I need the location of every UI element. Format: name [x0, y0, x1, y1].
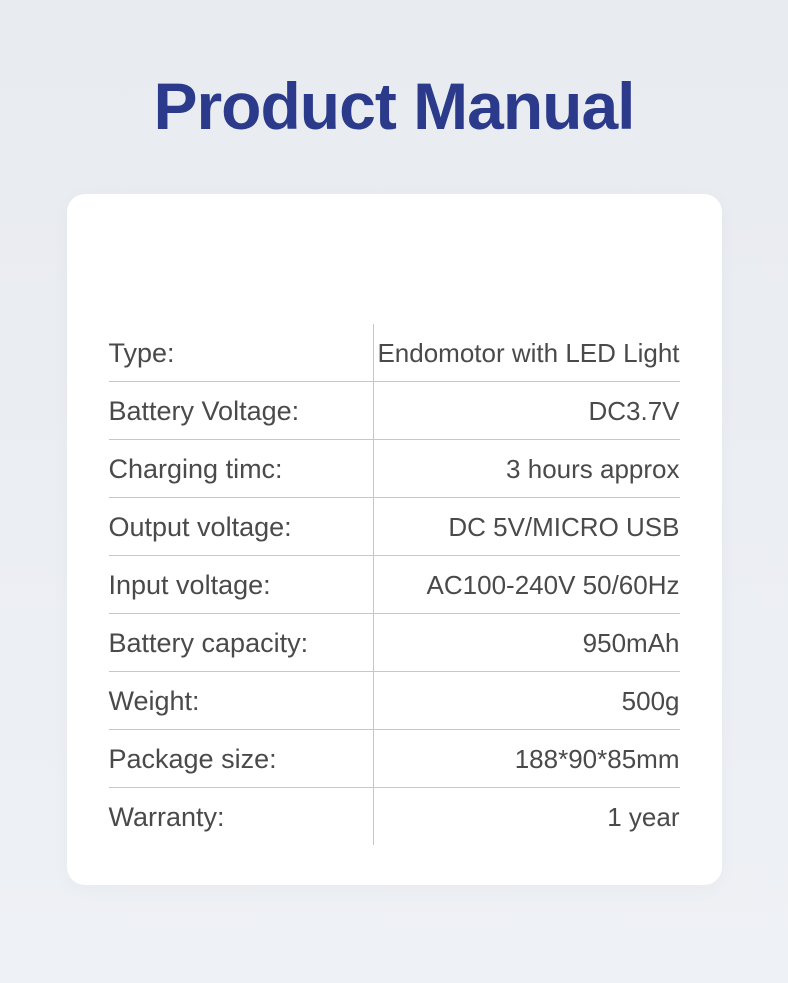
table-row: Warranty:1 year — [109, 788, 680, 846]
spec-card: Type:Endomotor with LED LightBattery Vol… — [67, 194, 722, 885]
spec-label: Output voltage: — [109, 498, 374, 556]
table-row: Type:Endomotor with LED Light — [109, 324, 680, 382]
spec-value: 188*90*85mm — [374, 730, 680, 788]
spec-label: Package size: — [109, 730, 374, 788]
spec-value: DC 5V/MICRO USB — [374, 498, 680, 556]
spec-value: Endomotor with LED Light — [374, 324, 680, 382]
spec-label: Warranty: — [109, 788, 374, 846]
spec-label: Weight: — [109, 672, 374, 730]
spec-value: 1 year — [374, 788, 680, 846]
table-row: Charging timc:3 hours approx — [109, 440, 680, 498]
spec-label: Input voltage: — [109, 556, 374, 614]
spec-value: 950mAh — [374, 614, 680, 672]
table-row: Weight:500g — [109, 672, 680, 730]
spec-label: Type: — [109, 324, 374, 382]
spec-label: Charging timc: — [109, 440, 374, 498]
spec-label: Battery Voltage: — [109, 382, 374, 440]
table-row: Input voltage:AC100-240V 50/60Hz — [109, 556, 680, 614]
spec-value: DC3.7V — [374, 382, 680, 440]
spec-label: Battery capacity: — [109, 614, 374, 672]
spec-value: 500g — [374, 672, 680, 730]
page-title: Product Manual — [0, 0, 788, 194]
table-row: Output voltage:DC 5V/MICRO USB — [109, 498, 680, 556]
table-row: Package size:188*90*85mm — [109, 730, 680, 788]
table-row: Battery Voltage:DC3.7V — [109, 382, 680, 440]
spec-value: 3 hours approx — [374, 440, 680, 498]
spec-table: Type:Endomotor with LED LightBattery Vol… — [109, 324, 680, 845]
spec-value: AC100-240V 50/60Hz — [374, 556, 680, 614]
spec-table-body: Type:Endomotor with LED LightBattery Vol… — [109, 324, 680, 845]
table-row: Battery capacity:950mAh — [109, 614, 680, 672]
